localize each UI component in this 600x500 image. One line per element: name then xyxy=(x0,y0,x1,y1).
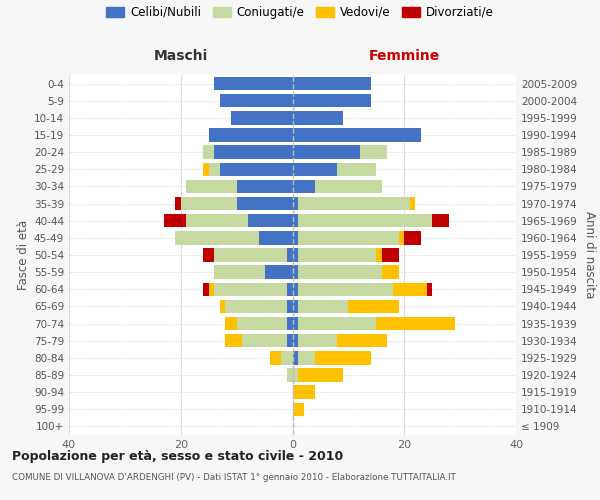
Bar xyxy=(376,248,382,262)
Bar xyxy=(293,368,298,382)
Bar xyxy=(209,282,214,296)
Y-axis label: Fasce di età: Fasce di età xyxy=(17,220,30,290)
Legend: Celibi/Nubili, Coniugati/e, Vedovi/e, Divorziati/e: Celibi/Nubili, Coniugati/e, Vedovi/e, Di… xyxy=(106,6,494,19)
Bar xyxy=(315,180,382,193)
Bar xyxy=(359,146,388,159)
Bar xyxy=(220,162,293,176)
Bar xyxy=(226,334,242,347)
Bar xyxy=(293,300,298,313)
Bar xyxy=(287,317,293,330)
Bar xyxy=(214,146,293,159)
Text: Popolazione per età, sesso e stato civile - 2010: Popolazione per età, sesso e stato civil… xyxy=(12,450,343,463)
Bar xyxy=(293,386,315,399)
Bar xyxy=(393,282,427,296)
Bar xyxy=(298,317,376,330)
Bar xyxy=(265,266,293,279)
Bar xyxy=(410,197,415,210)
Bar xyxy=(298,368,343,382)
Bar xyxy=(298,266,382,279)
Bar xyxy=(242,334,287,347)
Bar xyxy=(293,180,315,193)
Bar xyxy=(203,282,209,296)
Y-axis label: Anni di nascita: Anni di nascita xyxy=(583,212,596,298)
Bar xyxy=(337,334,388,347)
Bar xyxy=(236,180,293,193)
Bar xyxy=(203,248,214,262)
Bar xyxy=(298,282,393,296)
Bar xyxy=(298,300,349,313)
Bar xyxy=(427,282,432,296)
Bar xyxy=(293,128,421,141)
Bar xyxy=(181,197,236,210)
Bar xyxy=(298,214,432,228)
Bar xyxy=(315,351,371,364)
Bar xyxy=(287,300,293,313)
Bar xyxy=(293,231,298,244)
Bar xyxy=(226,317,236,330)
Bar xyxy=(175,197,181,210)
Bar xyxy=(298,351,315,364)
Bar xyxy=(209,128,293,141)
Bar xyxy=(404,231,421,244)
Bar xyxy=(248,214,293,228)
Bar xyxy=(293,334,298,347)
Bar xyxy=(287,368,293,382)
Bar xyxy=(270,351,281,364)
Bar xyxy=(293,351,298,364)
Bar xyxy=(287,248,293,262)
Bar xyxy=(293,197,298,210)
Bar xyxy=(214,248,287,262)
Bar xyxy=(293,77,371,90)
Text: COMUNE DI VILLANOVA D'ARDENGHI (PV) - Dati ISTAT 1° gennaio 2010 - Elaborazione : COMUNE DI VILLANOVA D'ARDENGHI (PV) - Da… xyxy=(12,472,456,482)
Bar xyxy=(293,111,343,124)
Bar xyxy=(398,231,404,244)
Bar xyxy=(293,282,298,296)
Bar xyxy=(187,214,248,228)
Bar xyxy=(203,146,214,159)
Bar xyxy=(220,300,226,313)
Bar xyxy=(220,94,293,108)
Bar xyxy=(231,111,293,124)
Bar xyxy=(432,214,449,228)
Bar xyxy=(236,317,287,330)
Bar xyxy=(382,248,398,262)
Bar xyxy=(226,300,287,313)
Bar xyxy=(293,162,337,176)
Text: Femmine: Femmine xyxy=(368,48,440,62)
Bar xyxy=(214,77,293,90)
Bar xyxy=(293,402,304,416)
Bar xyxy=(298,248,376,262)
Bar xyxy=(287,282,293,296)
Bar xyxy=(164,214,187,228)
Bar xyxy=(293,248,298,262)
Bar xyxy=(281,351,293,364)
Bar xyxy=(259,231,293,244)
Bar xyxy=(298,197,410,210)
Bar xyxy=(382,266,398,279)
Bar xyxy=(287,334,293,347)
Bar xyxy=(298,231,398,244)
Bar xyxy=(349,300,398,313)
Bar xyxy=(236,197,293,210)
Bar xyxy=(293,266,298,279)
Bar xyxy=(293,94,371,108)
Bar xyxy=(214,282,287,296)
Bar xyxy=(203,162,209,176)
Bar xyxy=(214,266,265,279)
Bar xyxy=(175,231,259,244)
Bar xyxy=(376,317,455,330)
Bar xyxy=(298,334,337,347)
Text: Maschi: Maschi xyxy=(154,48,208,62)
Bar xyxy=(293,317,298,330)
Bar xyxy=(187,180,236,193)
Bar xyxy=(293,146,359,159)
Bar xyxy=(293,214,298,228)
Bar xyxy=(337,162,376,176)
Bar xyxy=(209,162,220,176)
